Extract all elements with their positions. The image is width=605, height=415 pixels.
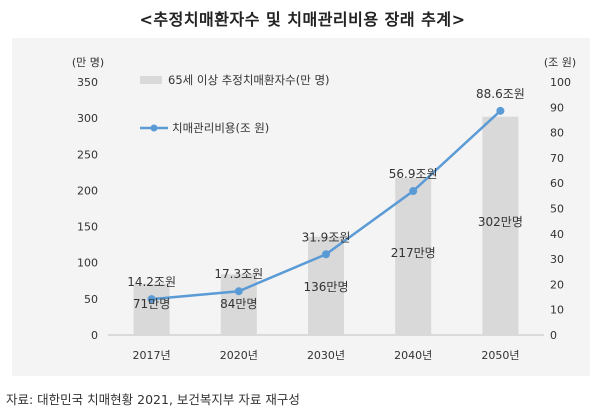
legend-bar-label: 65세 이상 추정치매환자수(만 명)	[168, 73, 330, 87]
legend-line-marker	[150, 124, 158, 132]
x-tick-label: 2050년	[481, 349, 519, 362]
line-value-label: 56.9조원	[389, 167, 438, 181]
bar-value-label: 302만명	[478, 215, 523, 229]
right-tick-label: 60	[550, 177, 564, 190]
bar-value-label: 136만명	[304, 280, 349, 294]
line-point	[496, 106, 505, 115]
bar-value-label: 217만명	[391, 246, 436, 260]
line-value-label: 31.9조원	[302, 230, 351, 244]
right-axis-unit: (조 원)	[544, 56, 576, 69]
bar	[482, 116, 519, 335]
left-tick-label: 300	[77, 112, 98, 125]
x-tick-label: 2017년	[133, 349, 171, 362]
left-axis-unit: (만 명)	[72, 56, 104, 69]
left-tick-label: 250	[77, 148, 98, 161]
bar	[133, 283, 170, 335]
line-value-label: 14.2조원	[127, 275, 176, 289]
line-value-label: 88.6조원	[476, 87, 525, 101]
right-tick-label: 100	[550, 76, 571, 89]
legend-line-label: 치매관리비용(조 원)	[172, 121, 269, 135]
right-tick-label: 50	[550, 203, 564, 216]
chart-svg: (만 명) (조 원) 0 50 100 150 200 250 300 350 0 10 20 30 40…	[72, 56, 576, 362]
right-tick-label: 0	[550, 329, 557, 342]
x-tick-label: 2040년	[394, 349, 432, 362]
source-note: 자료: 대한민국 치매현황 2021, 보건복지부 자료 재구성	[6, 392, 300, 407]
line-point	[322, 250, 330, 259]
line-point	[409, 187, 418, 196]
left-tick-label: 200	[77, 184, 98, 197]
right-tick-label: 10	[550, 304, 564, 317]
left-tick-label: 150	[77, 221, 98, 234]
line-value-label: 17.3조원	[214, 267, 263, 281]
bar-value-label: 84만명	[220, 297, 257, 311]
chart-title: <추정치매환자수 및 치매관리비용 장래 추계>	[139, 10, 466, 29]
x-tick-label: 2020년	[220, 349, 258, 362]
left-tick-label: 0	[91, 329, 98, 342]
right-tick-label: 40	[550, 228, 564, 241]
left-tick-label: 50	[84, 293, 98, 306]
bar-value-label: 71만명	[133, 297, 170, 311]
left-tick-label: 100	[77, 257, 98, 270]
bar	[395, 178, 432, 335]
bar	[220, 274, 257, 335]
right-tick-label: 30	[550, 253, 564, 266]
chart-panel: (만 명) (조 원) 0 50 100 150 200 250 300 350 0 10 20 30 40…	[12, 38, 590, 376]
right-tick-label: 20	[550, 278, 564, 291]
line-point	[234, 287, 243, 296]
x-tick-label: 2030년	[307, 349, 345, 362]
right-tick-label: 70	[550, 152, 564, 165]
legend-bar-swatch	[140, 76, 162, 84]
right-tick-label: 80	[550, 127, 564, 140]
right-tick-label: 90	[550, 101, 564, 114]
left-tick-label: 350	[77, 76, 98, 89]
line-point	[147, 295, 156, 304]
